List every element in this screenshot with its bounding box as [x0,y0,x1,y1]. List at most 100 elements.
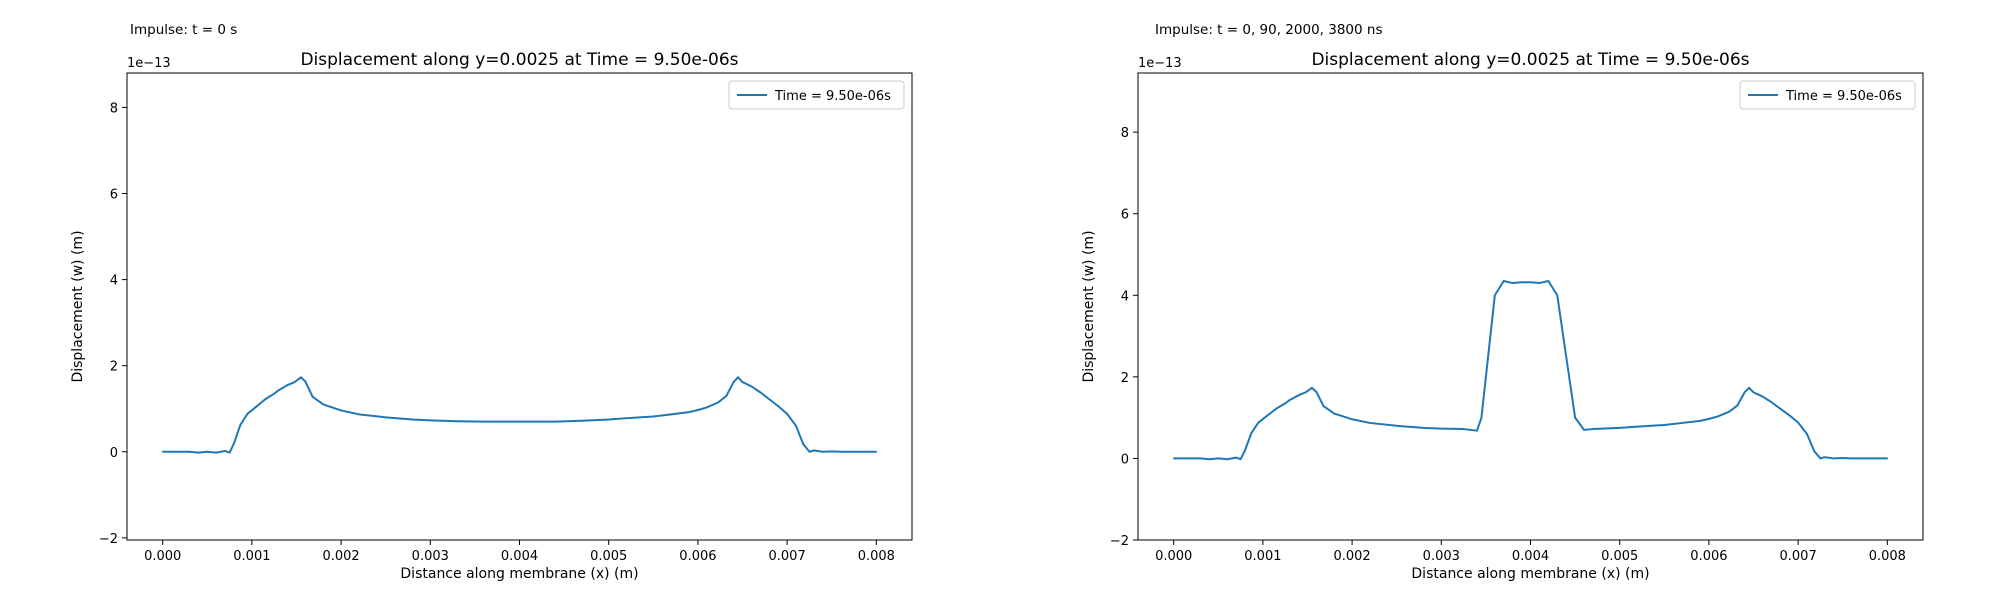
data-point [813,449,815,452]
data-point [1538,282,1541,284]
data-point [1288,399,1291,401]
data-point [1462,428,1465,430]
x-tick-label: 0.001 [1244,549,1281,564]
data-point [1824,456,1826,459]
data-point [1208,458,1211,461]
data-point [1266,414,1269,417]
data-point [741,381,744,383]
data-point [384,416,387,419]
y-tick-label: 2 [1121,371,1129,386]
data-point [322,403,325,406]
x-tick-label: 0.001 [233,549,270,564]
data-point [1761,395,1764,398]
x-tick-label: 0.002 [322,549,359,564]
data-point [625,417,628,419]
data-point [802,443,804,445]
data-point [1813,450,1815,452]
data-point [300,376,302,379]
data-point [1618,427,1621,429]
data-point [1565,355,1567,358]
data-point [1547,280,1550,282]
data-point [1333,412,1336,415]
data-point [1636,425,1639,428]
data-point [1520,281,1523,284]
data-point [725,395,728,397]
legend: Time = 9.50e-06s [1739,80,1916,110]
x-tick-label: 0.000 [1155,549,1192,564]
x-tick-label: 0.005 [1601,549,1638,564]
data-point [1841,457,1844,459]
data-point [1819,457,1822,460]
legend-box [1739,80,1916,110]
data-point [273,392,275,395]
data-point [340,409,342,412]
y-tick-label: 6 [110,188,118,203]
y-axis-label: Displacement (w) (m) [1081,230,1097,382]
data-point [1369,422,1371,424]
data-point [777,405,779,407]
data-point [1743,391,1746,394]
data-point [830,450,833,453]
y-tick-label: 4 [1121,289,1129,304]
series-line [1173,280,1888,461]
data-point [429,419,432,422]
data-point [1728,410,1731,413]
data-point [1502,280,1505,282]
x-tick-label: 0.002 [1333,549,1370,564]
data-point [670,413,672,416]
data-point [264,398,267,401]
data-point [411,418,414,421]
data-point [839,450,842,453]
data-point [1351,418,1353,421]
data-point [652,415,655,418]
legend-label: Time = 9.50e-06s [774,89,891,104]
data-point [286,384,289,386]
data-point [1440,427,1443,430]
data-point [1322,405,1325,408]
data-point [1480,416,1483,419]
data-point [1511,282,1514,284]
data-point [483,420,485,423]
data-point [197,451,200,454]
data-point [875,450,878,453]
legend: Time = 9.50e-06s [728,80,905,110]
data-point [1315,391,1318,393]
chart-title: Displacement along y=0.0025 at Time = 9.… [300,50,738,70]
data-point [848,450,851,453]
data-point [1556,294,1559,297]
data-point [1886,457,1889,460]
data-point [1574,416,1576,419]
plot-frame [126,72,913,541]
y-tick-label: 2 [110,360,118,375]
x-axis-label: Distance along membrane (x) (m) [1411,566,1649,582]
data-point [1681,422,1683,424]
data-point [188,450,191,453]
x-tick-label: 0.006 [679,549,716,564]
data-point [1663,424,1666,426]
x-tick-label: 0.003 [1423,549,1460,564]
data-point [228,451,231,454]
data-point [233,442,235,444]
data-point [768,398,771,401]
data-point [1494,294,1496,297]
data-point [1859,457,1862,460]
data-point [1190,457,1193,460]
data-point [1583,429,1585,431]
data-point [255,405,258,408]
data-point [1699,420,1701,422]
y-tick-label: 8 [110,101,118,116]
data-point [1226,458,1229,461]
data-point [1304,391,1307,394]
y-tick-label: 8 [1121,126,1129,141]
data-point [1752,391,1755,394]
left-figure-panel: Displacement along y=0.0025 at Time = 9.… [70,22,913,582]
data-point [1717,415,1719,418]
data-point [277,389,280,392]
y-tick-label: 6 [1121,208,1129,223]
right-impulse-caption: Impulse: t = 0, 90, 2000, 3800 ns [1155,22,1383,38]
data-point [456,420,458,423]
x-tick-label: 0.008 [858,549,895,564]
data-point [1217,457,1220,460]
data-point [206,450,209,453]
data-point [1476,429,1478,432]
